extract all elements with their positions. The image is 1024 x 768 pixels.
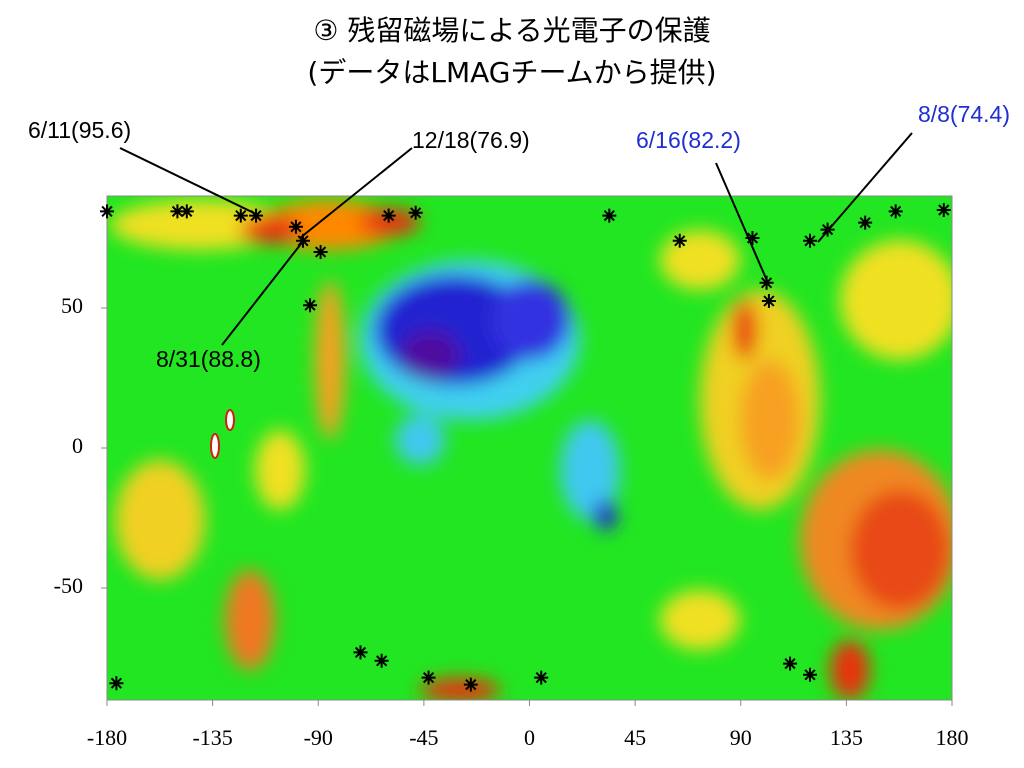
star-marker — [421, 670, 436, 685]
leader-line — [715, 162, 769, 284]
star-marker — [802, 233, 817, 248]
x-tick-label: 45 — [624, 725, 646, 750]
star-marker — [463, 677, 478, 692]
slide-subtitle: (データはLMAGチームから提供) — [307, 56, 716, 89]
x-tick-label: 90 — [730, 725, 752, 750]
x-tick-label: -135 — [192, 725, 232, 750]
star-marker — [858, 215, 873, 230]
star-marker — [374, 653, 389, 668]
star-marker — [802, 667, 817, 682]
star-marker — [170, 204, 185, 219]
star-marker — [936, 203, 951, 217]
x-tick-label: 135 — [830, 725, 863, 750]
x-tick-label: 180 — [936, 725, 969, 750]
leader-line — [221, 239, 305, 346]
leader-line — [119, 147, 259, 216]
y-tick-label: 50 — [61, 293, 83, 318]
star-marker — [783, 656, 798, 671]
star-marker — [179, 204, 194, 219]
x-tick-label: -90 — [304, 725, 333, 750]
star-marker — [381, 208, 396, 223]
star-marker — [109, 676, 124, 691]
star-marker — [745, 231, 760, 245]
leader-line — [817, 132, 913, 243]
star-marker — [353, 645, 368, 660]
star-marker — [888, 204, 903, 219]
leader-line — [299, 147, 413, 239]
annotation: 12/18(76.9) — [412, 127, 530, 153]
annotation: 6/16(82.2) — [636, 127, 741, 153]
star-marker — [100, 204, 114, 219]
star-marker — [672, 233, 687, 248]
star-marker — [249, 208, 264, 223]
annotation: 6/11(95.6) — [28, 117, 131, 143]
x-tick-label: -45 — [409, 725, 438, 750]
y-tick-label: -50 — [54, 573, 83, 598]
star-marker — [288, 219, 303, 234]
annotation: 8/8(74.4) — [918, 101, 1010, 127]
y-tick-label: 0 — [72, 433, 83, 458]
star-marker — [313, 245, 328, 259]
slide-title: ③ 残留磁場による光電子の保護 — [313, 14, 710, 47]
x-tick-label: 0 — [524, 725, 535, 750]
star-marker — [602, 208, 617, 223]
heatmap — [107, 196, 952, 700]
star-marker — [761, 294, 776, 308]
star-marker — [534, 670, 549, 685]
annotation: 8/31(88.8) — [156, 346, 261, 372]
x-tick-label: -180 — [87, 725, 127, 750]
star-marker — [759, 275, 774, 290]
star-marker — [408, 205, 423, 220]
star-marker — [303, 298, 318, 313]
star-marker — [233, 208, 248, 223]
